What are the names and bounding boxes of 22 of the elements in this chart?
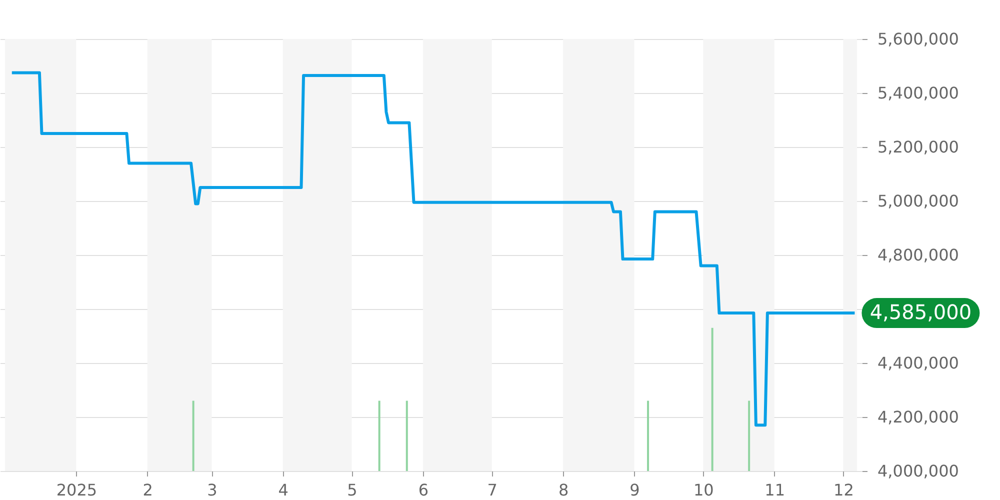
y-tick-label: 5,400,000	[878, 84, 959, 102]
x-tick-label: 7	[487, 480, 498, 500]
line-series	[10, 71, 856, 427]
y-tick-label: 5,000,000	[878, 192, 959, 210]
x-tick-label: 10	[693, 480, 714, 500]
y-tick-label: 4,400,000	[878, 354, 959, 372]
x-tick-label: 3	[207, 480, 218, 500]
x-tick-label: 6	[418, 480, 429, 500]
x-tick-label: 12	[834, 480, 854, 500]
annotation: 4,585,000	[870, 300, 972, 324]
y-tick-label: 4,200,000	[878, 408, 959, 426]
x-tick-label: 5	[347, 480, 358, 500]
y-tick-label: 4,000,000	[878, 462, 959, 480]
x-tick-label: 2025	[56, 480, 98, 500]
x-tick-label: 8	[558, 480, 569, 500]
x-tick-label: 2	[142, 480, 153, 500]
x-tick-label: 4	[278, 480, 288, 500]
x-tick-label: 9	[630, 480, 640, 500]
y-tick-label: 5,600,000	[878, 30, 959, 48]
y-tick-label: 4,800,000	[878, 246, 959, 264]
y-tick-label: 5,200,000	[878, 138, 959, 156]
x-tick-label: 11	[764, 480, 786, 500]
